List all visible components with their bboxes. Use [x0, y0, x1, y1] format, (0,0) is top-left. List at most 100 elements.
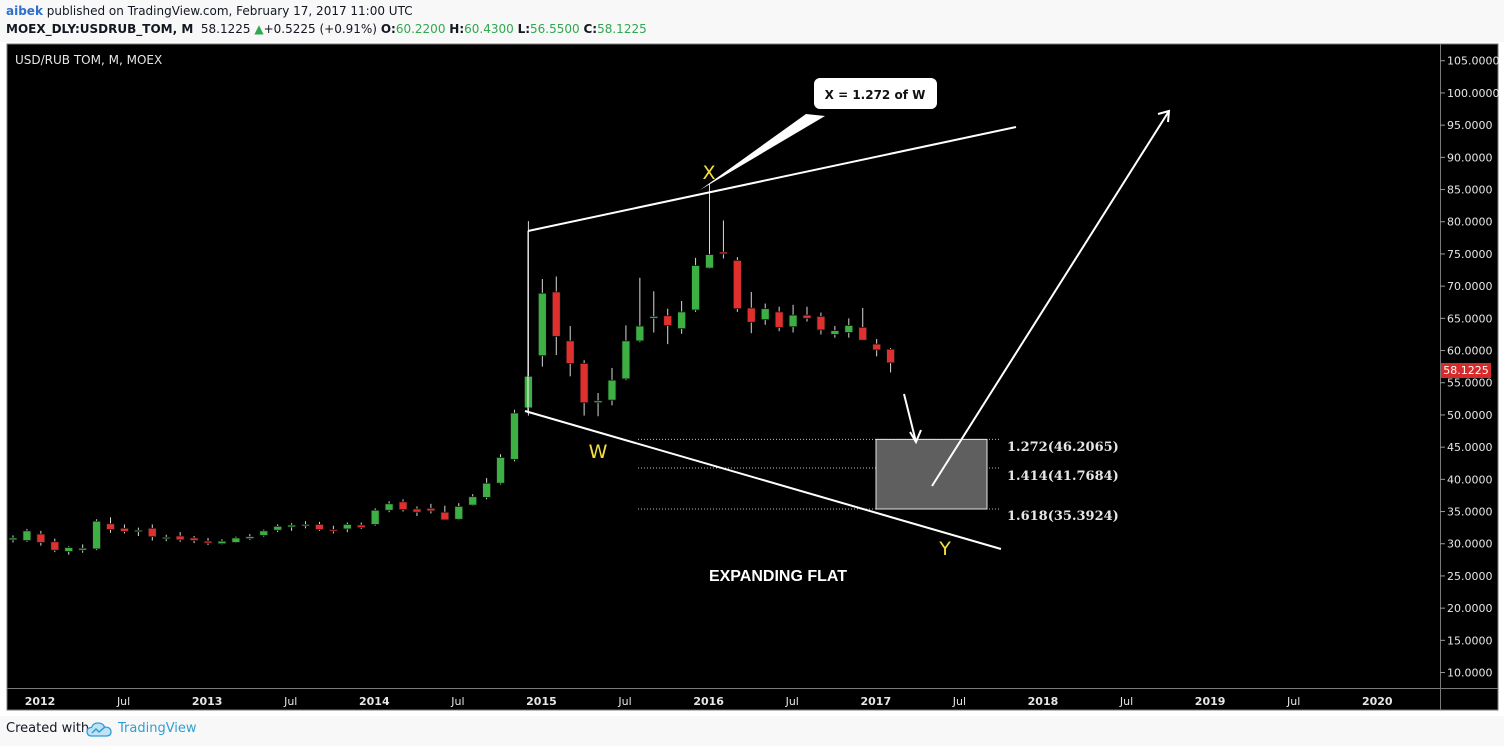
candle-body — [482, 482, 492, 498]
candle-body — [398, 501, 408, 511]
candle-body — [663, 315, 673, 326]
fib-label-1618: 1.618(35.3924) — [1007, 509, 1119, 524]
symbol-name[interactable]: MOEX_DLY:USDRUB_TOM, M — [6, 22, 194, 36]
y-axis-tick-label: 50.0000 — [1447, 409, 1493, 422]
tradingview-cloud-icon[interactable] — [86, 722, 112, 738]
candle-body — [328, 529, 338, 532]
y-axis-tick-label: 35.0000 — [1447, 506, 1493, 519]
candle-body — [133, 529, 143, 533]
candle-body — [287, 524, 297, 528]
x-axis-tick-label: 2015 — [526, 695, 557, 708]
candle-body — [36, 533, 46, 543]
candle-body — [844, 325, 854, 333]
candle-body — [551, 291, 561, 337]
candle-body — [22, 530, 32, 541]
candle-body — [788, 314, 798, 328]
chart-header: aibek published on TradingView.com, Febr… — [0, 0, 1504, 42]
time-axis[interactable] — [7, 688, 1440, 710]
candle-body — [454, 505, 464, 520]
y-axis-tick-label: 20.0000 — [1447, 602, 1493, 615]
y-axis-tick-label: 55.0000 — [1447, 377, 1493, 390]
candle-body — [301, 524, 310, 527]
candle-body — [245, 536, 255, 539]
last-price-badge-text: 58.1225 — [1443, 364, 1489, 377]
close-label: C: — [583, 22, 598, 36]
author-link[interactable]: aibek — [6, 4, 43, 18]
open-value: 60.2200 — [395, 22, 446, 36]
candle-body — [273, 525, 283, 531]
price-chart[interactable]: 105.0000 100.0000 95.0000 90.0000 85.0000 80.… — [0, 42, 1504, 716]
fib-label-1414: 1.414(41.7684) — [1007, 469, 1119, 484]
candle-body — [732, 259, 742, 310]
x-axis-tick-label: 2013 — [192, 695, 223, 708]
candle-body — [774, 311, 784, 328]
y-axis-tick-label: 10.0000 — [1447, 667, 1493, 680]
y-axis-tick-label: 95.0000 — [1447, 119, 1493, 132]
last-price-badge: 58.1225 — [1441, 363, 1491, 378]
fib-label-1272: 1.272(46.2065) — [1007, 440, 1119, 455]
x-axis-tick-label: 2016 — [693, 695, 724, 708]
candle-body — [468, 496, 478, 506]
candle-body — [106, 523, 115, 530]
price-change: +0.5225 (+0.91%) — [263, 22, 377, 36]
wave-label-y: Y — [938, 538, 951, 560]
x-axis-tick-label: Jul — [617, 695, 631, 708]
candle-body — [719, 251, 728, 255]
candle-body — [412, 508, 422, 513]
candle-body — [510, 412, 519, 460]
x-axis-tick-label: Jul — [450, 695, 464, 708]
triangle-up-icon: ▲ — [254, 22, 264, 36]
publish-text: published on TradingView.com, February 1… — [46, 4, 413, 18]
candle-body — [607, 379, 617, 401]
candle-body — [886, 348, 895, 364]
candle-body — [565, 340, 575, 364]
candle-body — [677, 311, 687, 330]
y-axis-tick-label: 25.0000 — [1447, 570, 1493, 583]
plot-area[interactable] — [7, 44, 1440, 688]
x-axis-tick-label: 2020 — [1362, 695, 1393, 708]
y-axis-tick-label: 70.0000 — [1447, 280, 1493, 293]
x-axis-tick-label: Jul — [785, 695, 799, 708]
candle-body — [858, 326, 868, 341]
y-axis-tick-label: 45.0000 — [1447, 441, 1493, 454]
open-label: O: — [380, 22, 396, 36]
tradingview-link[interactable]: TradingView — [118, 721, 197, 736]
x-axis-tick-label: Jul — [952, 695, 966, 708]
candle-body — [175, 535, 185, 541]
candle-body — [217, 540, 227, 545]
y-axis-tick-label: 15.0000 — [1447, 634, 1493, 647]
y-axis-tick-label: 80.0000 — [1447, 216, 1493, 229]
y-axis-tick-label: 90.0000 — [1447, 151, 1493, 164]
down-arrow — [903, 393, 922, 445]
candle-body — [760, 308, 770, 321]
candle-body — [440, 511, 450, 521]
candle-body — [147, 527, 157, 538]
x-axis-tick-label: 2012 — [25, 695, 56, 708]
candle-body — [537, 292, 547, 357]
up-arrow — [931, 109, 1171, 487]
candle-body — [231, 537, 241, 543]
x-axis-tick-label: Jul — [116, 695, 130, 708]
footer: Created with TradingView — [0, 716, 1504, 746]
chart-title: USD/RUB TOM, M, MOEX — [15, 53, 162, 67]
low-value: 56.5500 — [530, 22, 580, 36]
candle-body — [315, 524, 324, 530]
candle-body — [342, 524, 352, 530]
high-value: 60.4300 — [464, 22, 514, 36]
low-label: L: — [517, 22, 531, 36]
candle-body — [356, 524, 366, 529]
candle-body — [579, 363, 589, 404]
high-label: H: — [449, 22, 465, 36]
candle-body — [8, 537, 18, 541]
y-axis-tick-label: 30.0000 — [1447, 538, 1493, 551]
y-axis-tick-label: 40.0000 — [1447, 473, 1493, 486]
x-axis-tick-label: Jul — [1286, 695, 1300, 708]
x-axis-tick-label: Jul — [1119, 695, 1133, 708]
candle-body — [50, 541, 60, 551]
candle-body — [78, 547, 88, 551]
symbol-info: MOEX_DLY:USDRUB_TOM, M 58.1225 ▲+0.5225 … — [6, 22, 647, 36]
candle-body — [816, 316, 826, 331]
candle-body — [746, 307, 756, 323]
candle-body — [496, 457, 505, 484]
candle-body — [259, 530, 269, 536]
